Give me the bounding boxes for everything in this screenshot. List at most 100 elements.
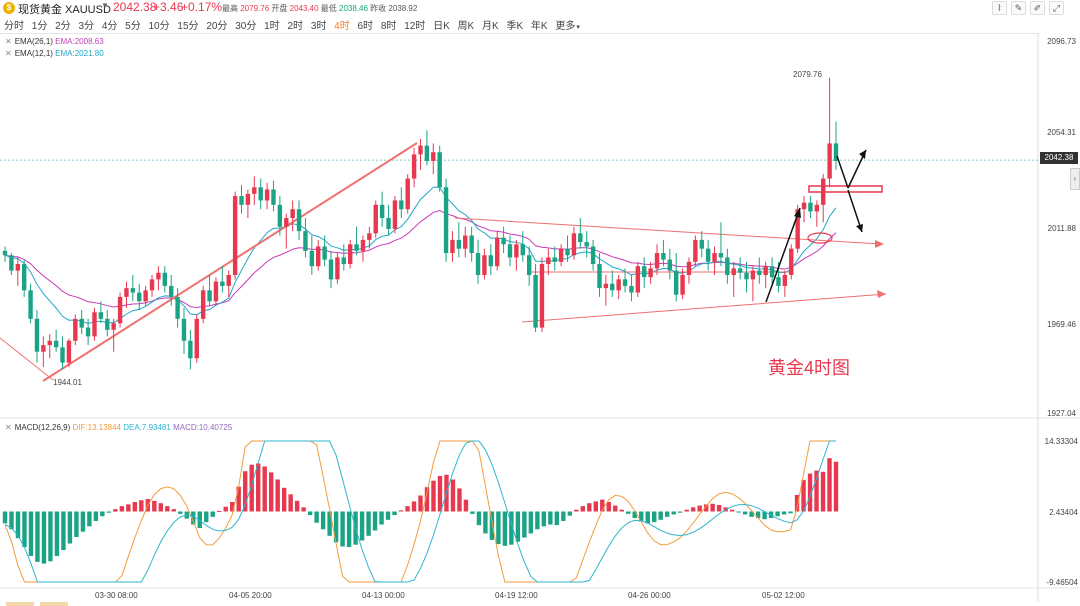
- macd-bar: [372, 511, 378, 531]
- candle-body: [111, 323, 116, 330]
- period-tab[interactable]: 季K: [506, 21, 524, 32]
- period-tab[interactable]: 5分: [125, 21, 141, 32]
- period-tab-active[interactable]: 4时: [334, 21, 350, 32]
- macd-bar: [632, 511, 637, 519]
- close-icon[interactable]: ✕: [5, 37, 12, 46]
- candle-body: [335, 257, 340, 280]
- ema12-value: EMA:2021.80: [55, 49, 104, 58]
- candle-body: [833, 143, 839, 161]
- macd-bar: [158, 503, 164, 512]
- price-tick: 2011.88: [1047, 224, 1076, 233]
- high-marker-label: 2079.76: [793, 70, 822, 79]
- macd-bar: [275, 479, 280, 512]
- period-tab[interactable]: 月K: [482, 21, 499, 32]
- macd-bar: [749, 511, 754, 517]
- period-tab[interactable]: 1时: [264, 21, 280, 32]
- chevron-down-icon[interactable]: ▼: [101, 1, 109, 10]
- candle-body: [28, 290, 33, 319]
- bottom-tab[interactable]: [40, 602, 68, 606]
- pen-tool-icon[interactable]: ✎: [1011, 1, 1026, 15]
- candle-body: [558, 248, 564, 262]
- candle-body: [213, 281, 219, 302]
- macd-bar: [626, 511, 631, 514]
- macd-bar: [41, 511, 47, 564]
- period-tab[interactable]: 6时: [357, 21, 374, 32]
- macd-bar: [119, 506, 125, 512]
- candle-body: [622, 279, 628, 286]
- trend-line: [0, 337, 54, 381]
- period-tab[interactable]: 4分: [101, 21, 118, 32]
- macd-bar: [639, 511, 644, 522]
- macd-bar: [716, 504, 722, 512]
- period-tab[interactable]: 15分: [177, 21, 199, 32]
- chevron-left-icon[interactable]: ‹: [1070, 168, 1080, 190]
- macd-bar: [74, 511, 79, 537]
- period-tab[interactable]: 周K: [457, 21, 475, 32]
- period-tab[interactable]: 年K: [530, 21, 548, 32]
- price-tick: 1969.46: [1047, 320, 1076, 329]
- candle-body: [469, 235, 474, 254]
- candle-body: [782, 274, 788, 286]
- macd-bar: [762, 511, 767, 520]
- macd-bar: [775, 511, 780, 517]
- eraser-tool-icon[interactable]: ✐: [1030, 1, 1045, 15]
- period-tab[interactable]: 3时: [310, 21, 327, 32]
- line-tool-icon[interactable]: ⌇: [992, 1, 1007, 15]
- candle-body: [814, 204, 820, 212]
- macd-bar: [788, 511, 793, 514]
- period-tab[interactable]: 20分: [206, 21, 228, 32]
- period-tab-more[interactable]: 更多: [555, 21, 576, 32]
- period-tab[interactable]: 2分: [55, 21, 71, 32]
- candle-body: [386, 217, 391, 229]
- macd-bar: [346, 511, 352, 548]
- macd-bar: [171, 509, 176, 512]
- macd-bar: [320, 511, 326, 530]
- period-tab[interactable]: 12时: [404, 21, 426, 32]
- macd-bar: [528, 511, 534, 534]
- macd-bar: [15, 511, 21, 539]
- price-change: +3.46: [153, 0, 184, 14]
- expand-icon[interactable]: ⤢: [1049, 1, 1064, 15]
- ema12-legend: ✕ EMA(12,1) EMA:2021.80: [5, 49, 104, 58]
- macd-bar: [502, 511, 508, 546]
- candle-body: [2, 250, 8, 256]
- candle-body: [232, 196, 238, 275]
- period-tab[interactable]: 日K: [433, 21, 450, 32]
- period-tab[interactable]: 1分: [31, 21, 48, 32]
- macd-bar: [281, 487, 287, 512]
- candle-body: [34, 318, 40, 352]
- macd-value: MACD:10.40725: [173, 423, 233, 432]
- macd-bar: [457, 488, 462, 512]
- period-tab[interactable]: 10分: [148, 21, 170, 32]
- period-tab[interactable]: 8时: [380, 21, 397, 32]
- candle-body: [648, 268, 653, 278]
- gold-logo-icon: $: [3, 2, 15, 14]
- arrow-head: [794, 208, 801, 218]
- period-tab[interactable]: 分时: [4, 21, 24, 32]
- period-tab[interactable]: 3分: [78, 21, 95, 32]
- candle-body: [757, 270, 762, 275]
- candle-body: [284, 217, 289, 227]
- period-tab[interactable]: 30分: [235, 21, 257, 32]
- macd-bar: [54, 511, 60, 556]
- close-icon[interactable]: ✕: [5, 49, 12, 58]
- candle-body: [341, 257, 346, 265]
- macd-bar: [230, 502, 235, 512]
- macd-bar: [418, 495, 423, 512]
- bottom-tab[interactable]: [6, 602, 34, 606]
- candle-body: [143, 290, 148, 302]
- period-tab[interactable]: 2时: [287, 21, 304, 32]
- candle-body: [124, 288, 129, 297]
- candle-body: [437, 152, 442, 188]
- candle-body: [239, 196, 244, 205]
- macd-bar: [703, 504, 709, 512]
- candle-body: [456, 239, 462, 249]
- high-label: 最高: [222, 4, 238, 13]
- macd-bar: [126, 504, 131, 512]
- close-icon[interactable]: ✕: [5, 423, 12, 432]
- caret-down-icon[interactable]: ▾: [576, 24, 580, 31]
- candle-body: [667, 259, 672, 271]
- instrument-name[interactable]: 现货黄金 XAUUSD: [18, 4, 111, 16]
- candle-body: [47, 340, 52, 346]
